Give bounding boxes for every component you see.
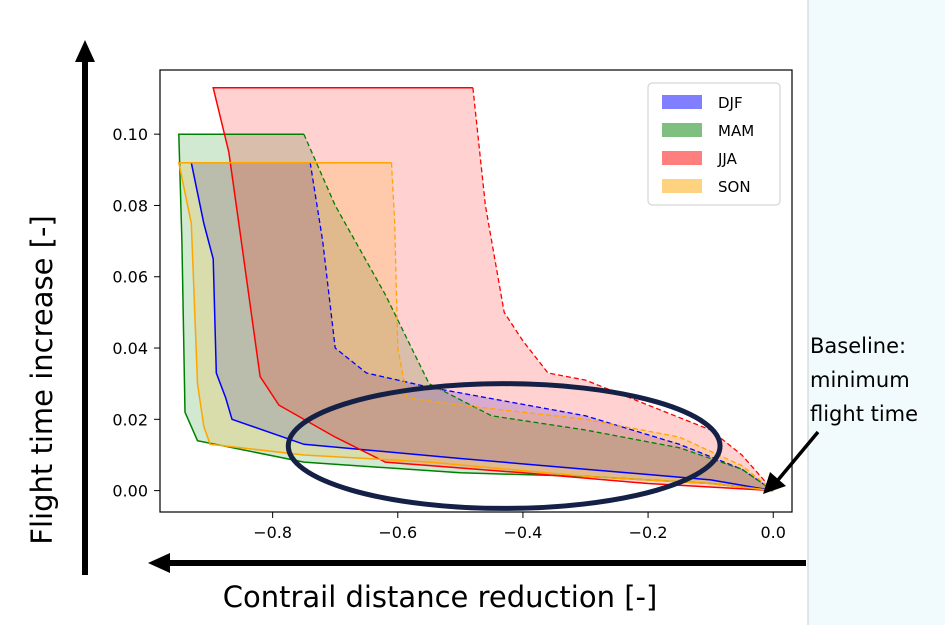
highlight-ellipse <box>285 381 723 511</box>
legend-swatch-son <box>662 179 702 193</box>
x-tick-label: 0.0 <box>761 523 786 542</box>
legend-swatch-djf <box>662 95 702 109</box>
series-mam-fill <box>178 134 774 491</box>
x-tick-label: −0.2 <box>629 523 668 542</box>
x-tick-label: −0.6 <box>378 523 417 542</box>
baseline-annotation-line-3: flight time <box>810 402 918 426</box>
legend-label-jja: JJA <box>717 150 738 168</box>
legend-swatch-mam <box>662 123 702 137</box>
x-tick-label: −0.4 <box>504 523 543 542</box>
y-tick-label: 0.04 <box>112 339 148 358</box>
legend-label-mam: MAM <box>718 122 754 140</box>
y-tick-label: 0.02 <box>112 410 148 429</box>
y-tick-label: 0.06 <box>112 268 148 287</box>
legend-label-djf: DJF <box>718 94 743 112</box>
series-son-solid-line <box>177 161 774 492</box>
x-axis-label: Contrail distance reduction [-] <box>223 580 658 614</box>
series-mam-dashed-line <box>303 133 774 492</box>
x-direction-arrow-head <box>148 553 170 573</box>
y-axis-label: Flight time increase [-] <box>25 215 59 544</box>
legend-swatch-jja <box>662 151 702 165</box>
highlight-layer <box>285 381 723 511</box>
baseline-annotation-line-2: minimum <box>810 368 910 392</box>
baseline-annotation-arrow-head <box>763 472 786 494</box>
baseline-annotation-line-1: Baseline: <box>810 334 906 358</box>
y-tick-label: 0.00 <box>112 482 148 501</box>
series-jja-solid-line <box>212 87 774 492</box>
series-son-dashed-line <box>390 162 774 492</box>
baseline-annotation-arrow <box>776 430 820 482</box>
ticks-layer: −0.8 −0.6 −0.4 −0.2 0.0 0.00 0.02 0.04 0.06 0.08 0… <box>112 125 786 542</box>
series-jja-dashed-line <box>472 87 774 492</box>
legend-box <box>647 82 781 206</box>
legend-label-son: SON <box>718 178 751 196</box>
series-jja-fill <box>213 87 774 491</box>
legend: DJF MAM JJA SON <box>647 82 781 206</box>
x-tick-label: −0.8 <box>253 523 292 542</box>
y-tick-label: 0.08 <box>112 196 148 215</box>
y-tick-label: 0.10 <box>112 125 148 144</box>
series-djf-solid-line <box>190 161 774 492</box>
y-direction-arrow-head <box>75 40 95 62</box>
